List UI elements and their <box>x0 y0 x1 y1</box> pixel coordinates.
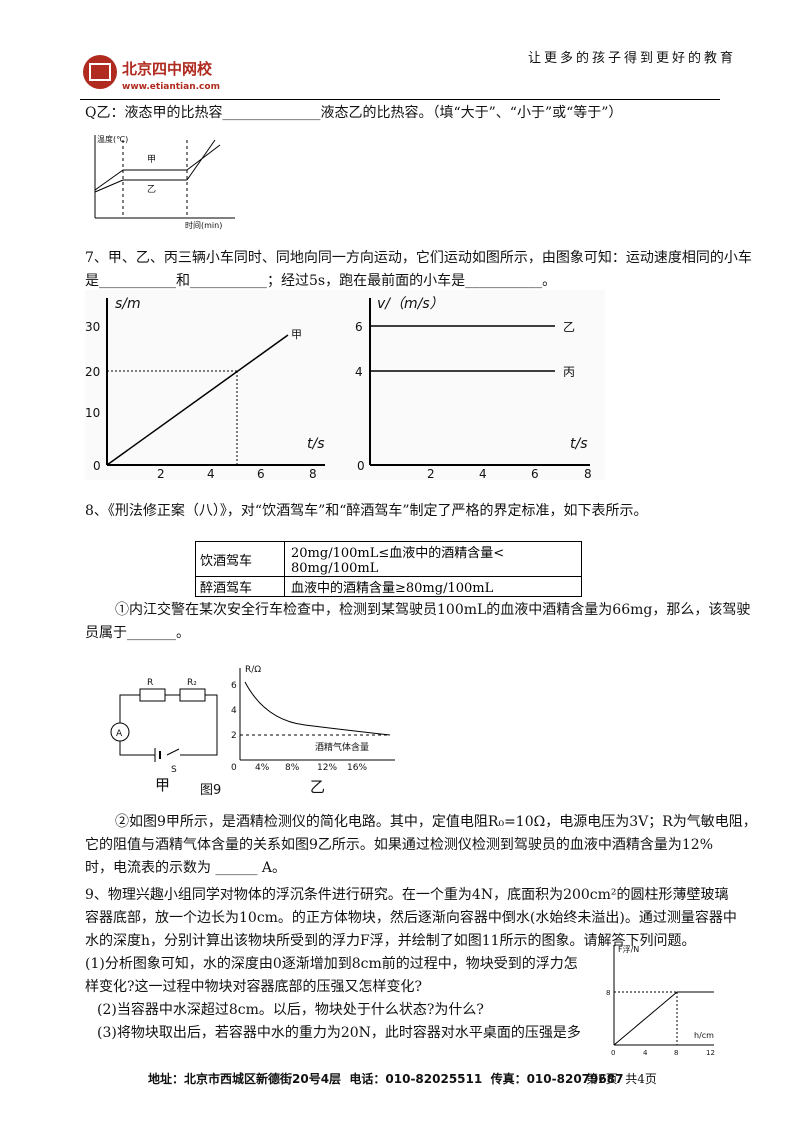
figure-label: 乙 <box>310 778 325 796</box>
limits-table: 饮酒驾车 20mg/100mL≤血液中的酒精含量< 80mg/100mL 醉酒驾车… <box>195 541 582 597</box>
curve-label: 酒精气体含量 <box>315 741 369 753</box>
tick-label: 2 <box>157 467 165 481</box>
logo-url: www.etiantian.com <box>122 82 220 92</box>
footer-contact: 地址：北京市西城区新德街20号4层 电话：010-82025511 传真：010… <box>148 1072 624 1086</box>
logo-icon <box>83 55 117 89</box>
header-rule <box>80 99 720 100</box>
component-label: R <box>147 678 153 688</box>
question-text: (2)当容器中水深超过8cm。以后，物块处于什么状态?为什么? <box>97 1002 484 1018</box>
temperature-figure: 温度(℃) 时间(min) 甲 乙 <box>94 134 235 230</box>
question-text: (3)将物块取出后，若容器中水的重力为20N，此时容器对水平桌面的压强是多 <box>97 1025 581 1041</box>
logo-name: 北京四中网校 <box>122 60 213 78</box>
figure-caption: 图9 <box>200 783 221 798</box>
question-text: 时，电流表的示数为 ______ A。 <box>85 860 287 876</box>
axis-label: v/（m/s） <box>377 296 444 312</box>
line-label: 甲 <box>291 328 302 341</box>
question-text: 水的深度h，分别计算出该物块所受到的浮力F浮，并绘制了如图11所示的图象。请解答… <box>85 933 696 949</box>
axis-label: t/s <box>570 436 588 452</box>
tick-label: 0 <box>93 459 101 473</box>
question-text: 8、《刑法修正案（八）》，对“饮酒驾车”和“醉酒驾车”制定了严格的界定标准，如下… <box>85 503 648 519</box>
figure-9: R R₂ A S 甲 图9 R/Ω 6 4 2 0 4% 8% 12% 16% … <box>110 665 395 798</box>
tick-label: 16% <box>347 763 367 773</box>
line-label: 甲 <box>147 154 156 165</box>
axis-label: R/Ω <box>245 665 261 675</box>
tick-label: 4 <box>643 1049 648 1057</box>
table-cell: 饮酒驾车 <box>195 541 285 577</box>
tick-label: 2 <box>231 731 237 741</box>
table-cell: 血液中的酒精含量≥80mg/100mL <box>284 576 582 597</box>
tick-label: 4% <box>255 763 270 773</box>
axis-label: 温度(℃) <box>97 134 128 144</box>
figure-label: 甲 <box>155 776 170 794</box>
tick-label: 12 <box>706 1049 715 1057</box>
component-label: A <box>116 729 123 739</box>
tick-label: 30 <box>85 320 100 334</box>
motion-graphs: s/m t/s 0 10 20 30 2 4 6 8 甲 v/（m/s） t/s… <box>85 290 605 481</box>
tick-label: 8 <box>584 467 592 481</box>
component-label: S <box>171 765 177 775</box>
question-text: 样变化?这一过程中物块对容器底部的压强又怎样变化? <box>85 979 423 995</box>
axis-label: t/s <box>307 436 325 452</box>
question-text: 是___________和___________；经过5s，跑在最前面的小车是_… <box>85 273 557 289</box>
tick-label: 2 <box>427 467 435 481</box>
line-label: 丙 <box>563 365 575 379</box>
tick-label: 0 <box>357 459 365 473</box>
axis-label: s/m <box>115 296 141 312</box>
question-text: ①内江交警在某次安全行车检查中，检测到某驾驶员100mL的血液中酒精含量为66m… <box>115 602 751 618</box>
question-text: (1)分析图象可知，水的深度由0逐渐增加到8cm前的过程中，物块受到的浮力怎 <box>85 956 578 972</box>
tick-label: 4 <box>479 467 487 481</box>
line-label: 乙 <box>147 184 156 195</box>
tick-label: 6 <box>531 467 539 481</box>
question-text: 7、甲、乙、丙三辆小车同时、同地向同一方向运动，它们运动如图所示，由图象可知：运… <box>85 250 752 266</box>
tick-label: 12% <box>317 763 337 773</box>
logo: 北京四中网校 www.etiantian.com <box>83 55 220 92</box>
tick-label: 10 <box>85 406 100 420</box>
tick-label: 4 <box>355 365 363 379</box>
footer-page: 第2页 共4页 <box>586 1072 657 1086</box>
tick-label: 8 <box>674 1049 678 1057</box>
tick-label: 20 <box>85 365 100 379</box>
question-text: 员属于_______。 <box>85 625 190 641</box>
tick-label: 6 <box>257 467 265 481</box>
line-label: 乙 <box>563 320 575 334</box>
axis-label: h/cm <box>694 1031 714 1040</box>
component-label: R₂ <box>187 678 197 688</box>
buoyancy-graph: F浮/N h/cm 8 0 4 8 12 <box>606 944 715 1057</box>
tick-label: 8 <box>606 989 610 997</box>
table-cell: 醉酒驾车 <box>195 576 285 597</box>
tick-label: 8 <box>309 467 317 481</box>
tick-label: 6 <box>231 681 237 691</box>
tick-label: 4 <box>231 706 237 716</box>
axis-label: F浮/N <box>618 944 639 954</box>
tick-label: 0 <box>231 763 237 773</box>
axis-label: 时间(min) <box>185 220 222 230</box>
question-text: Q乙：液态甲的比热容______________液态乙的比热容。（填“大于”、“… <box>85 105 623 121</box>
tick-label: 4 <box>207 467 215 481</box>
question-text: 9、物理兴趣小组同学对物体的浮沉条件进行研究。在一个重为4N，底面积为200cm… <box>85 887 729 903</box>
tick-label: 0 <box>611 1049 615 1057</box>
question-text: ②如图9甲所示，是酒精检测仪的简化电路。其中，定值电阻R₀=10Ω，电源电压为3… <box>115 814 757 830</box>
slogan: 让更多的孩子得到更好的教育 <box>528 51 737 66</box>
question-text: 容器底部，放一个边长为10cm。的正方体物块，然后逐渐向容器中倒水(水始终未溢出… <box>85 910 737 926</box>
table-cell: 20mg/100mL≤血液中的酒精含量< 80mg/100mL <box>284 541 582 577</box>
question-text: 它的阻值与酒精气体含量的关系如图9乙所示。如果通过检测仪检测到驾驶员的血液中酒精… <box>85 837 714 853</box>
tick-label: 8% <box>285 763 300 773</box>
tick-label: 6 <box>355 320 363 334</box>
